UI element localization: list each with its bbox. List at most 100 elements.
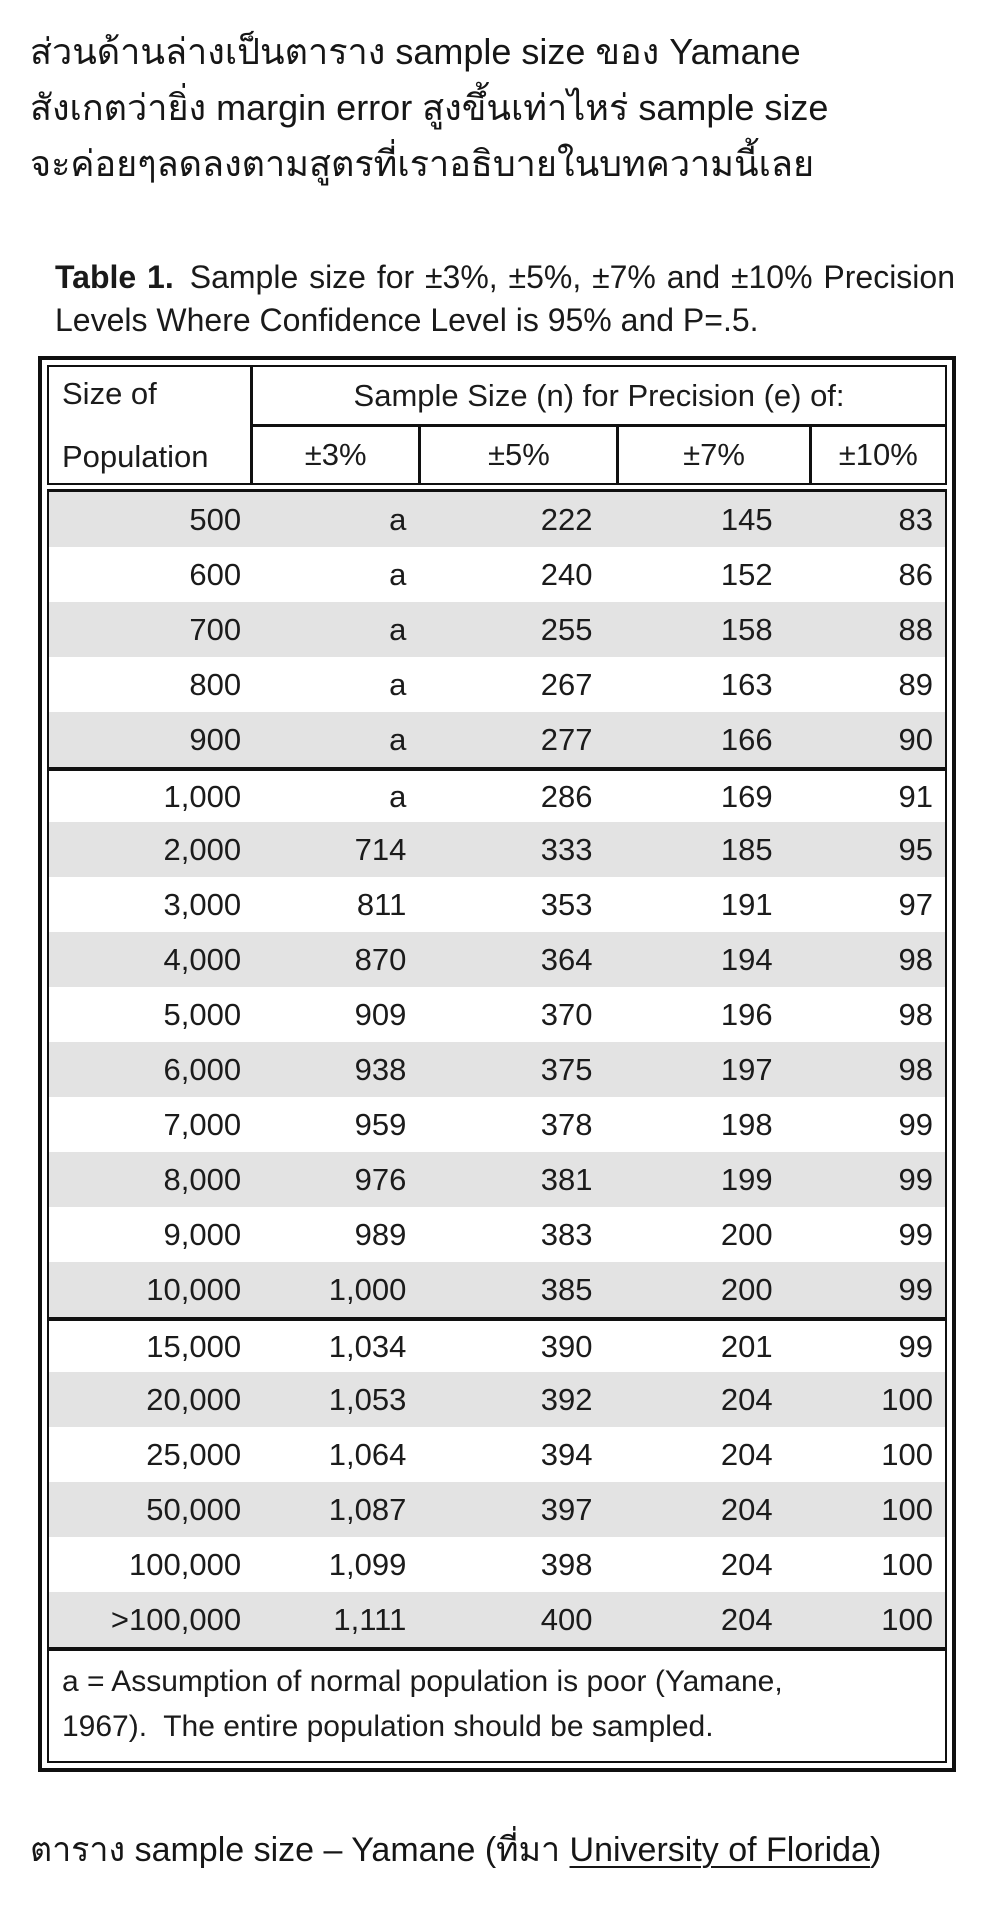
image-caption: ตาราง sample size – Yamane (ที่มา Univer…	[30, 1822, 999, 1876]
table-row: 7,000 959 378 198 99	[49, 1097, 945, 1152]
header-sample-size-span: Sample Size (n) for Precision (e) of:	[253, 367, 945, 427]
cell-p10: 95	[898, 831, 933, 867]
table-row: 3,000 811 353 191 97	[49, 877, 945, 932]
cell-p10: 99	[898, 1106, 933, 1142]
cell-p10: 88	[898, 611, 933, 647]
cell-p5: 392	[540, 1381, 593, 1417]
table-row: 4,000 870 364 194 98	[49, 932, 945, 987]
cell-p7: 169	[720, 778, 773, 814]
footnote-line: a = Assumption of normal population is p…	[62, 1665, 783, 1698]
intro-paragraph: ส่วนด้านล่างเป็นตาราง sample size ของ Ya…	[0, 0, 999, 192]
cell-p10: 99	[898, 1216, 933, 1252]
cell-p3: a	[389, 721, 407, 757]
cell-p3: 976	[354, 1161, 407, 1197]
table-body: 500 a 222 145 83 600 a 240 152 86 700 a …	[47, 489, 947, 1647]
cell-population: 900	[189, 721, 242, 757]
cell-p10: 100	[881, 1491, 933, 1527]
header-precision-3: ±3%	[304, 437, 367, 472]
cell-p5: 398	[540, 1546, 593, 1582]
cell-p7: 204	[720, 1491, 773, 1527]
cell-p5: 375	[540, 1051, 593, 1087]
header-population: Population	[62, 439, 209, 474]
cell-population: 5,000	[163, 996, 242, 1032]
cell-p5: 364	[540, 941, 593, 977]
table-row: 100,000 1,099 398 204 100	[49, 1537, 945, 1592]
cell-population: 50,000	[146, 1491, 242, 1527]
cell-population: 700	[189, 611, 242, 647]
cell-p3: 1,111	[333, 1601, 407, 1637]
cell-population: 500	[189, 501, 242, 537]
cell-population: 9,000	[163, 1216, 242, 1252]
cell-p7: 204	[720, 1381, 773, 1417]
footnote-line: 1967). The entire population should be s…	[62, 1710, 714, 1743]
cell-population: 7,000	[163, 1106, 242, 1142]
table-row: 6,000 938 375 197 98	[49, 1042, 945, 1097]
cell-p3: 1,087	[328, 1491, 407, 1527]
cell-p3: a	[389, 778, 407, 814]
cell-p5: 400	[540, 1601, 593, 1637]
table-row: 700 a 255 158 88	[49, 602, 945, 657]
cell-population: 10,000	[146, 1271, 242, 1307]
cell-p3: 1,099	[328, 1546, 407, 1582]
table-row: 25,000 1,064 394 204 100	[49, 1427, 945, 1482]
cell-p7: 145	[720, 501, 773, 537]
table-title-label: Table 1.	[55, 259, 174, 295]
cell-p5: 378	[540, 1106, 593, 1142]
cell-p10: 100	[881, 1381, 933, 1417]
intro-line: สังเกตว่ายิ่ง margin error สูงขึ้นเท่าไห…	[30, 87, 829, 128]
table-row: 5,000 909 370 196 98	[49, 987, 945, 1042]
cell-p3: 1,064	[328, 1436, 407, 1472]
header-precision-5: ±5%	[418, 427, 616, 483]
cell-p7: 204	[720, 1546, 773, 1582]
cell-p5: 240	[540, 556, 593, 592]
cell-p3: 1,000	[328, 1271, 407, 1307]
cell-p3: a	[389, 501, 407, 537]
cell-population: 8,000	[163, 1161, 242, 1197]
table-row: 2,000 714 333 185 95	[49, 822, 945, 877]
caption-suffix: )	[869, 1831, 882, 1869]
cell-population: 4,000	[163, 941, 242, 977]
cell-population: 1,000	[163, 778, 242, 814]
cell-p3: a	[389, 666, 407, 702]
table-row: 9,000 989 383 200 99	[49, 1207, 945, 1262]
cell-p10: 100	[881, 1546, 933, 1582]
cell-p7: 152	[720, 556, 773, 592]
table-row: >100,000 1,111 400 204 100	[49, 1592, 945, 1647]
cell-p10: 98	[898, 941, 933, 977]
cell-p5: 286	[540, 778, 593, 814]
cell-p3: 1,053	[328, 1381, 407, 1417]
cell-p10: 99	[898, 1328, 933, 1364]
cell-p3: a	[389, 556, 407, 592]
cell-p10: 98	[898, 1051, 933, 1087]
cell-population: 100,000	[129, 1546, 242, 1582]
source-link[interactable]: University of Florida	[569, 1831, 870, 1869]
cell-p3: 938	[354, 1051, 407, 1087]
article-page: ส่วนด้านล่างเป็นตาราง sample size ของ Ya…	[0, 0, 999, 1876]
cell-p10: 86	[898, 556, 933, 592]
cell-population: 25,000	[146, 1436, 242, 1472]
cell-p7: 200	[720, 1216, 773, 1252]
table-header: Size of Population Sample Size (n) for P…	[47, 365, 947, 485]
cell-p7: 201	[720, 1328, 773, 1364]
header-precision-10: ±10%	[808, 427, 945, 483]
cell-p10: 90	[898, 721, 933, 757]
cell-p10: 99	[898, 1271, 933, 1307]
cell-p3: 909	[354, 996, 407, 1032]
cell-p10: 98	[898, 996, 933, 1032]
table-row: 500 a 222 145 83	[49, 492, 945, 547]
cell-p10: 83	[898, 501, 933, 537]
cell-p10: 97	[898, 886, 933, 922]
cell-p10: 91	[898, 778, 933, 814]
cell-p5: 381	[540, 1161, 593, 1197]
header-precision-7: ±7%	[616, 427, 808, 483]
cell-p7: 204	[720, 1436, 773, 1472]
sample-size-table: Size of Population Sample Size (n) for P…	[38, 356, 956, 1772]
cell-p10: 100	[881, 1436, 933, 1472]
cell-p10: 100	[881, 1601, 933, 1637]
intro-line: ส่วนด้านล่างเป็นตาราง sample size ของ Ya…	[30, 31, 801, 72]
cell-p5: 385	[540, 1271, 593, 1307]
cell-p7: 197	[720, 1051, 773, 1087]
cell-population: 600	[189, 556, 242, 592]
header-size-of-population: Size of Population	[49, 367, 254, 483]
cell-population: 20,000	[146, 1381, 242, 1417]
